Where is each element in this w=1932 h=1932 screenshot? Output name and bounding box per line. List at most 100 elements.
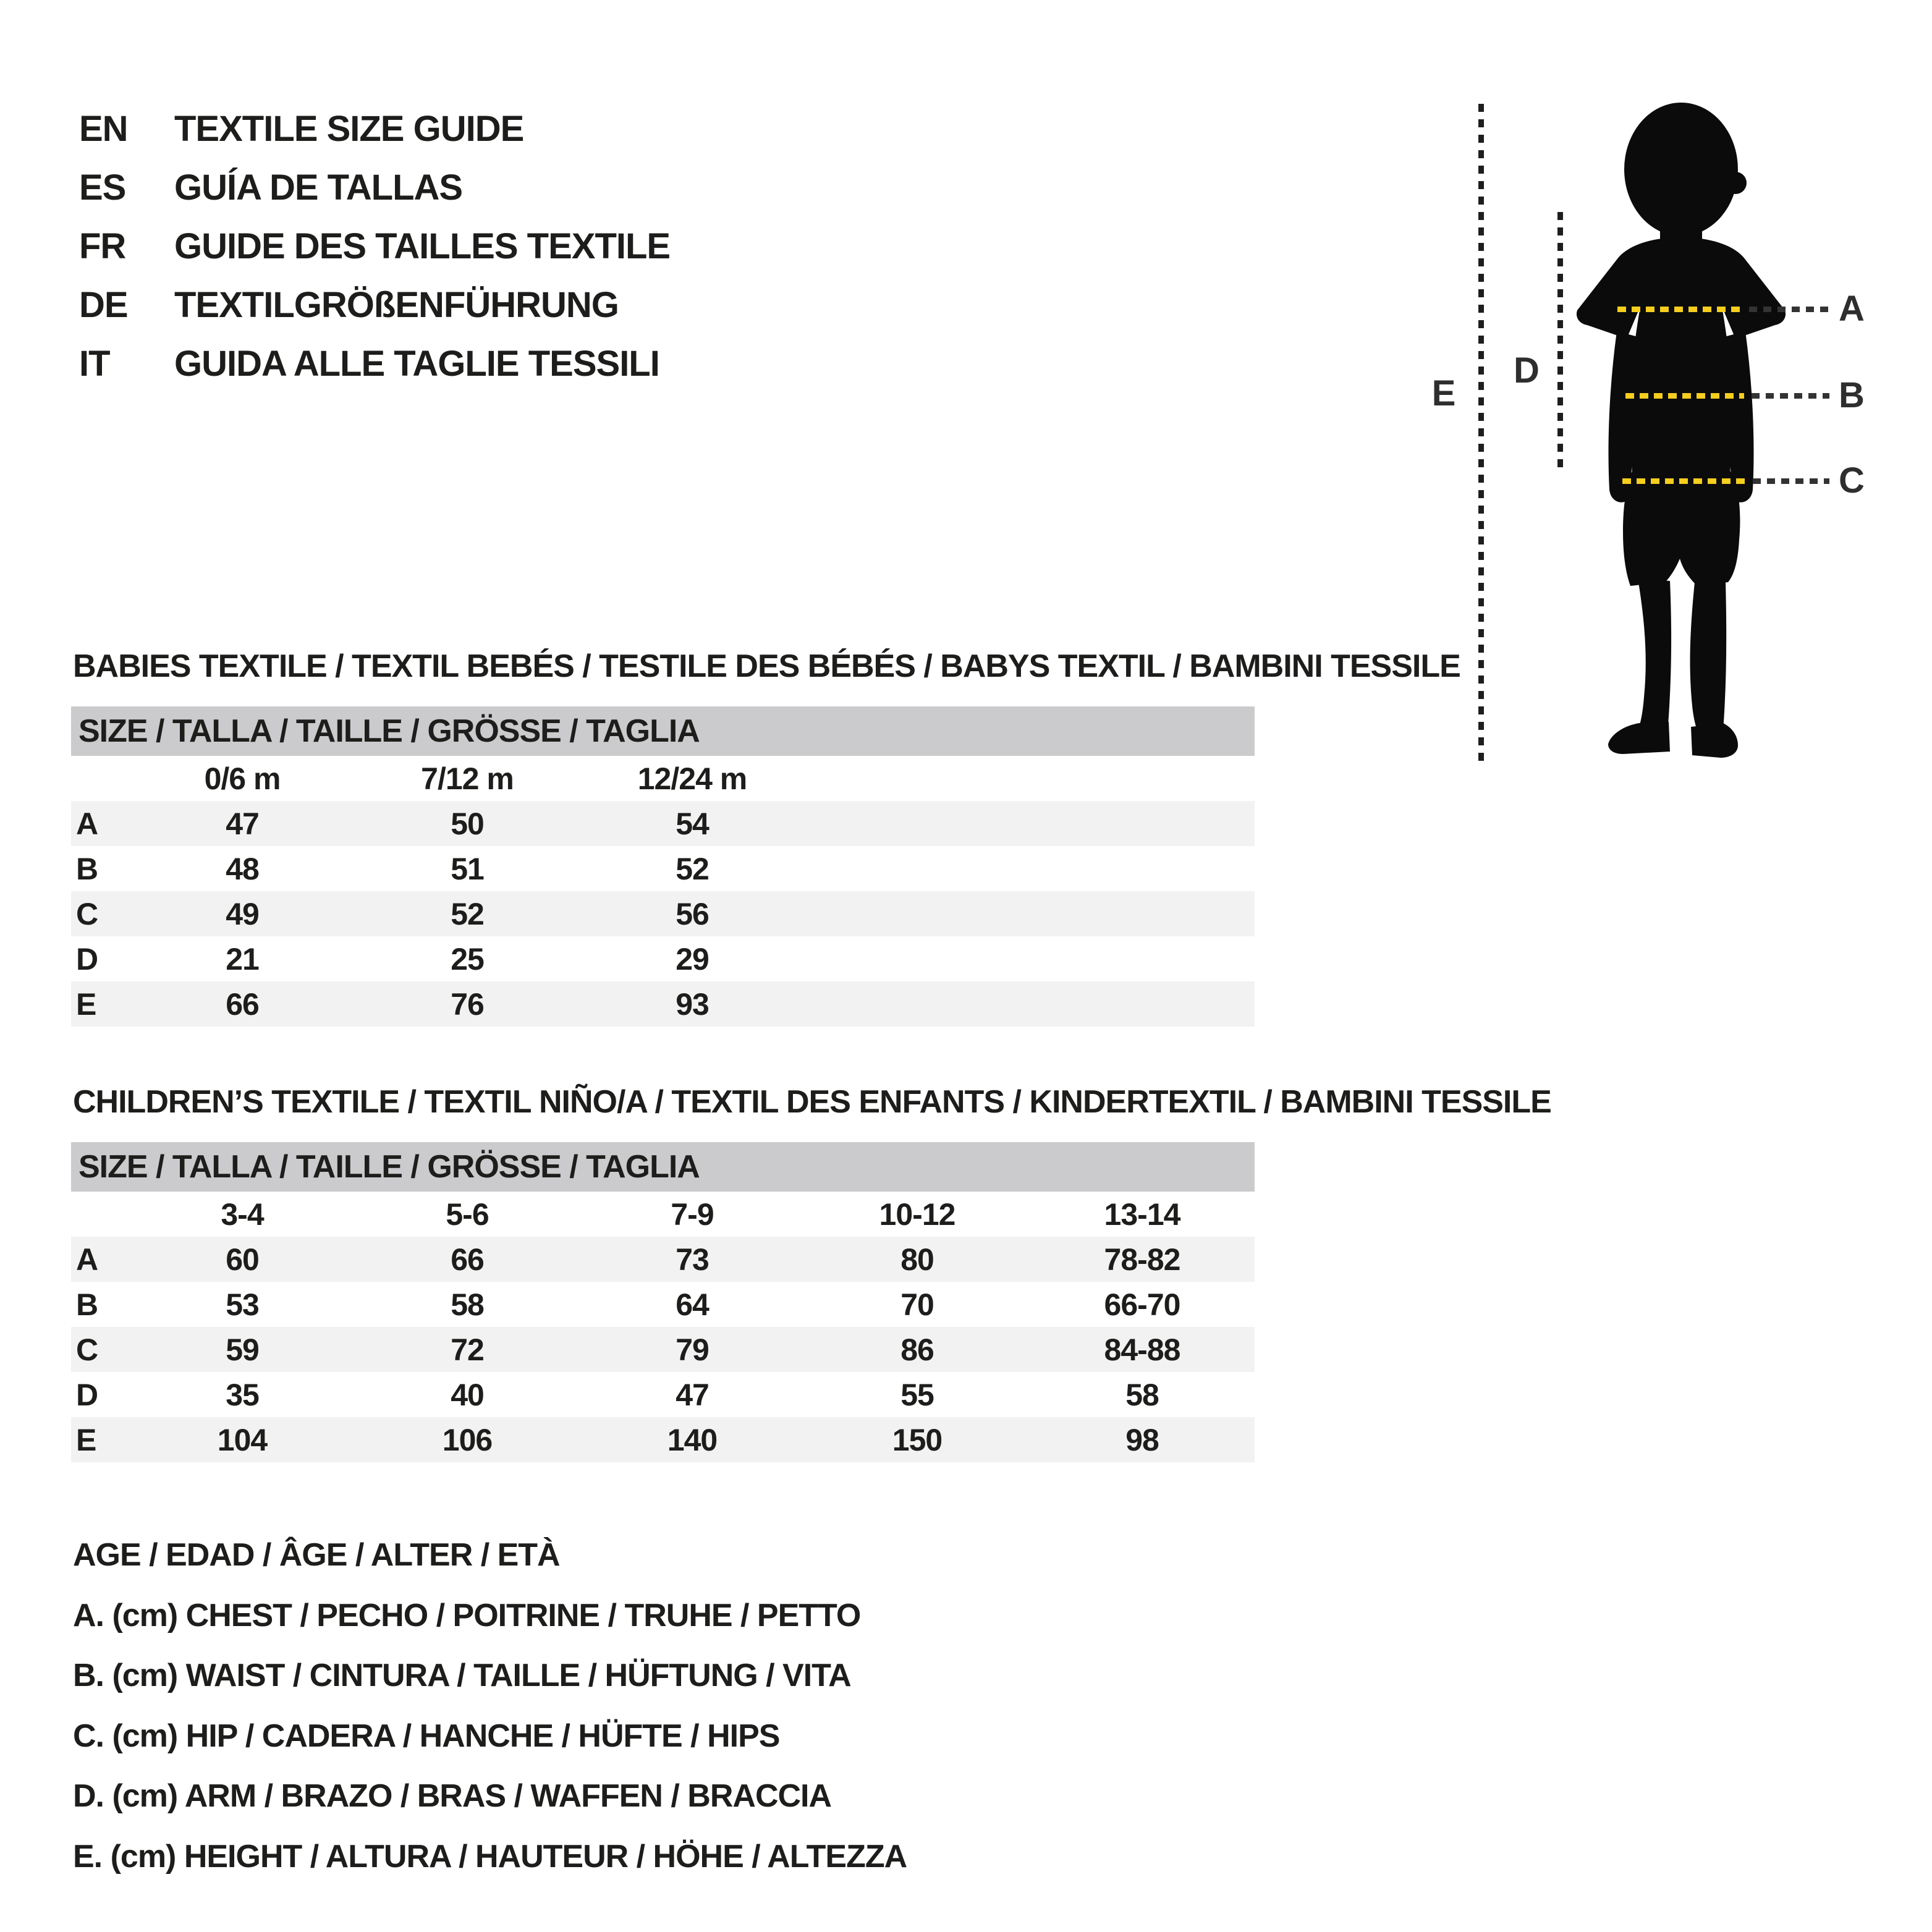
column-header: 10-12 xyxy=(879,1197,956,1232)
chest-measure-line-a-yellow xyxy=(1617,307,1740,312)
table-cell: 56 xyxy=(676,896,710,931)
column-header: 7/12 m xyxy=(421,761,514,796)
language-row-es: ES GUÍA DE TALLAS xyxy=(79,165,463,210)
table-cell: 29 xyxy=(676,941,710,977)
table-cell: 52 xyxy=(676,851,710,886)
row-label: C xyxy=(76,896,99,931)
table-cell: 72 xyxy=(451,1332,485,1367)
language-code: EN xyxy=(79,108,129,149)
table-row: E 66 76 93 xyxy=(71,981,1255,1027)
table-cell: 150 xyxy=(892,1422,943,1457)
table-row: D 35 40 47 55 58 xyxy=(71,1372,1255,1417)
table-row: B 48 51 52 xyxy=(71,846,1255,891)
table-cell: 86 xyxy=(900,1332,934,1367)
language-title: GUIDE DES TAILLES TEXTILE xyxy=(174,226,671,266)
table-cell: 140 xyxy=(667,1422,718,1457)
waist-measure-line-b-dark xyxy=(1752,393,1829,399)
table-cell: 60 xyxy=(226,1242,260,1277)
language-code: ES xyxy=(79,167,126,208)
table-cell: 47 xyxy=(676,1377,710,1412)
row-label: A xyxy=(76,1242,99,1277)
column-header: 13-14 xyxy=(1104,1197,1181,1232)
babies-column-header-row: 0/6 m 7/12 m 12/24 m xyxy=(71,756,1255,801)
measure-label-a: A xyxy=(1839,289,1865,329)
row-label: B xyxy=(76,851,99,886)
table-cell: 51 xyxy=(451,851,485,886)
column-header: 0/6 m xyxy=(204,761,281,796)
legend-chest: A. (cm) CHEST / PECHO / POITRINE / TRUHE… xyxy=(73,1598,861,1633)
table-row: A 60 66 73 80 78-82 xyxy=(71,1237,1255,1282)
table-row: A 47 50 54 xyxy=(71,801,1255,846)
column-header: 5-6 xyxy=(446,1197,489,1232)
table-cell: 78-82 xyxy=(1104,1242,1181,1277)
language-row-fr: FR GUIDE DES TAILLES TEXTILE xyxy=(79,224,671,268)
silhouette-shorts xyxy=(1623,470,1740,586)
row-label: A xyxy=(76,806,99,841)
language-title: TEXTILE SIZE GUIDE xyxy=(174,108,524,149)
table-cell: 79 xyxy=(676,1332,710,1367)
arm-measure-line-d xyxy=(1557,212,1563,472)
language-title: GUÍA DE TALLAS xyxy=(174,167,463,208)
height-measure-line-e xyxy=(1478,104,1484,768)
child-silhouette-figure xyxy=(1576,103,1786,758)
column-header: 7-9 xyxy=(671,1197,714,1232)
table-cell: 66 xyxy=(226,986,260,1022)
babies-table: SIZE / TALLA / TAILLE / GRÖSSE / TAGLIA … xyxy=(71,706,1255,1027)
table-cell: 47 xyxy=(226,806,260,841)
language-row-it: IT GUIDA ALLE TAGLIE TESSILI xyxy=(79,341,660,386)
chest-measure-line-a-dark xyxy=(1749,307,1829,312)
measure-label-c: C xyxy=(1839,460,1865,501)
table-row: B 53 58 64 70 66-70 xyxy=(71,1282,1255,1327)
legend-arm: D. (cm) ARM / BRAZO / BRAS / WAFFEN / BR… xyxy=(73,1778,832,1814)
legend-hip: C. (cm) HIP / CADERA / HANCHE / HÜFTE / … xyxy=(73,1718,780,1754)
table-cell: 21 xyxy=(226,941,260,977)
table-cell: 40 xyxy=(451,1377,485,1412)
children-section-heading: CHILDREN’S TEXTILE / TEXTIL NIÑO/A / TEX… xyxy=(73,1084,1552,1120)
silhouette-head xyxy=(1624,103,1738,236)
language-code: IT xyxy=(79,343,111,384)
table-row: C 59 72 79 86 84-88 xyxy=(71,1327,1255,1372)
silhouette-shirt xyxy=(1576,237,1786,480)
row-label: E xyxy=(76,1422,97,1457)
babies-size-header-bar: SIZE / TALLA / TAILLE / GRÖSSE / TAGLIA xyxy=(71,706,1255,756)
table-cell: 49 xyxy=(226,896,260,931)
measure-label-e: E xyxy=(1431,373,1456,413)
table-cell: 35 xyxy=(226,1377,260,1412)
language-code: FR xyxy=(79,226,126,266)
table-cell: 25 xyxy=(451,941,485,977)
table-cell: 70 xyxy=(900,1287,934,1322)
babies-section-heading: BABIES TEXTILE / TEXTIL BEBÉS / TESTILE … xyxy=(73,648,1461,684)
row-label: D xyxy=(76,941,99,977)
row-label: B xyxy=(76,1287,99,1322)
table-cell: 58 xyxy=(451,1287,485,1322)
legend-age: AGE / EDAD / ÂGE / ALTER / ETÀ xyxy=(73,1537,561,1573)
language-title: TEXTILGRÖßENFÜHRUNG xyxy=(174,284,619,325)
row-label: C xyxy=(76,1332,99,1367)
row-label: D xyxy=(76,1377,99,1412)
language-row-en: EN TEXTILE SIZE GUIDE xyxy=(79,106,524,151)
children-size-header-bar: SIZE / TALLA / TAILLE / GRÖSSE / TAGLIA xyxy=(71,1142,1255,1192)
table-cell: 52 xyxy=(451,896,485,931)
table-cell: 80 xyxy=(900,1242,934,1277)
table-row: C 49 52 56 xyxy=(71,891,1255,936)
table-cell: 54 xyxy=(676,806,710,841)
table-cell: 73 xyxy=(676,1242,710,1277)
table-cell: 53 xyxy=(226,1287,260,1322)
table-cell: 50 xyxy=(451,806,485,841)
table-cell: 58 xyxy=(1125,1377,1159,1412)
hip-measure-line-c-dark xyxy=(1753,478,1829,484)
table-cell: 66 xyxy=(451,1242,485,1277)
table-cell: 104 xyxy=(217,1422,268,1457)
silhouette-ear xyxy=(1724,172,1747,194)
silhouette-right-leg xyxy=(1690,582,1727,733)
table-cell: 93 xyxy=(676,986,710,1022)
children-table: SIZE / TALLA / TAILLE / GRÖSSE / TAGLIA … xyxy=(71,1142,1255,1462)
legend-height: E. (cm) HEIGHT / ALTURA / HAUTEUR / HÖHE… xyxy=(73,1839,907,1875)
hip-measure-line-c-yellow xyxy=(1622,478,1746,484)
table-cell: 59 xyxy=(226,1332,260,1367)
language-code: DE xyxy=(79,284,129,325)
measure-label-d: D xyxy=(1514,350,1540,391)
table-cell: 66-70 xyxy=(1104,1287,1181,1322)
table-row: D 21 25 29 xyxy=(71,936,1255,981)
